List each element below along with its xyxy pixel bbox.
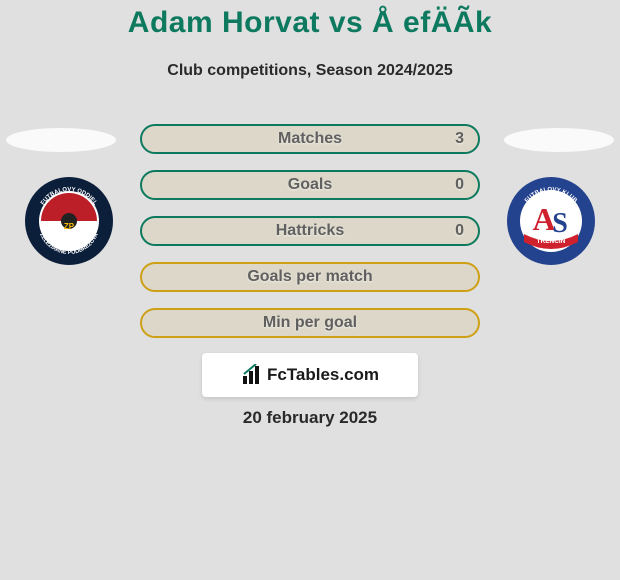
stat-label: Min per goal (263, 314, 357, 332)
stat-row: Matches 3 (140, 124, 480, 154)
stat-label: Goals (288, 176, 332, 194)
fctables-domain: .com (339, 365, 379, 384)
svg-text:TRENČÍN: TRENČÍN (537, 236, 566, 245)
page-title: Adam Horvat vs Å efÄÃ­k (0, 6, 620, 40)
fctables-icon (241, 364, 263, 386)
date-label: 20 february 2025 (0, 408, 620, 428)
stat-value: 0 (455, 222, 464, 240)
fctables-name: FcTables (267, 365, 339, 384)
club-crest-left: ZP FUTBALOVY ODDIEL ZELEZIARNE PODBREZOV… (24, 176, 114, 266)
stat-value: 0 (455, 176, 464, 194)
stat-label: Goals per match (247, 268, 372, 286)
stat-value: 3 (455, 130, 464, 148)
page-subtitle: Club competitions, Season 2024/2025 (0, 62, 620, 80)
stat-row: Min per goal (140, 308, 480, 338)
stat-row: Goals 0 (140, 170, 480, 200)
stat-label: Matches (278, 130, 342, 148)
club-crest-right: A S TRENČÍN FUTBALOVY KLUB (506, 176, 596, 266)
stat-row: Hattricks 0 (140, 216, 480, 246)
fctables-badge: FcTables.com (202, 353, 418, 397)
stat-label: Hattricks (276, 222, 344, 240)
stats-list: Matches 3 Goals 0 Hattricks 0 Goals per match M… (140, 124, 480, 338)
svg-text:ZP: ZP (64, 222, 75, 231)
player-name-oval-left (6, 128, 116, 152)
svg-text:S: S (552, 208, 568, 239)
fctables-text: FcTables.com (267, 365, 379, 385)
stat-row: Goals per match (140, 262, 480, 292)
player-name-oval-right (504, 128, 614, 152)
